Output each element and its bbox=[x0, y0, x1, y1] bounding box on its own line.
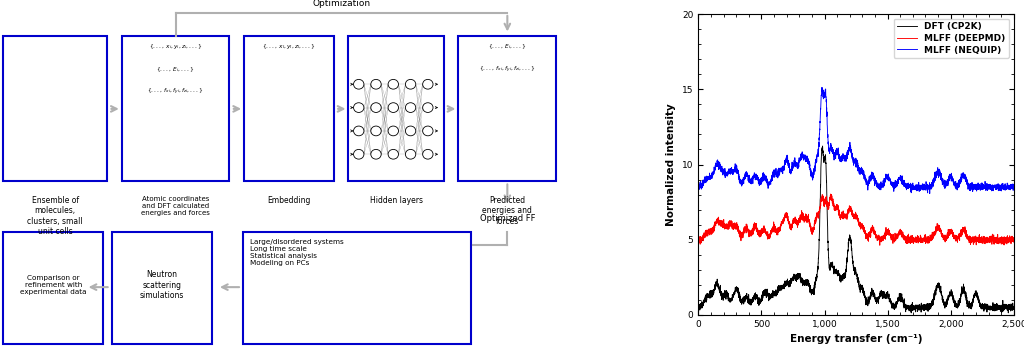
Circle shape bbox=[388, 79, 398, 89]
MLFF (NEQUIP) bbox=[924, 191, 936, 196]
Circle shape bbox=[388, 103, 398, 112]
Circle shape bbox=[388, 126, 398, 136]
Text: Predicted
energies and
forces: Predicted energies and forces bbox=[482, 196, 532, 225]
MLFF (NEQUIP) bbox=[692, 187, 705, 191]
Circle shape bbox=[423, 149, 433, 159]
Line: MLFF (NEQUIP): MLFF (NEQUIP) bbox=[698, 88, 1014, 194]
MLFF (DEEPMD) bbox=[824, 192, 837, 196]
Circle shape bbox=[406, 103, 416, 112]
Circle shape bbox=[353, 149, 364, 159]
DFT (CP2K) bbox=[827, 266, 840, 270]
Circle shape bbox=[406, 79, 416, 89]
Text: Atomic coordinates
and DFT calculated
energies and forces: Atomic coordinates and DFT calculated en… bbox=[141, 196, 210, 216]
MLFF (NEQUIP) bbox=[816, 85, 828, 90]
Circle shape bbox=[388, 149, 398, 159]
MLFF (DEEPMD) bbox=[873, 243, 886, 247]
DFT (CP2K) bbox=[728, 290, 740, 294]
X-axis label: Energy transfer (cm⁻¹): Energy transfer (cm⁻¹) bbox=[790, 334, 923, 344]
Text: Neutron
scattering
simulations: Neutron scattering simulations bbox=[139, 270, 184, 300]
FancyBboxPatch shape bbox=[112, 232, 212, 343]
DFT (CP2K) bbox=[1008, 306, 1020, 310]
Circle shape bbox=[353, 126, 364, 136]
DFT (CP2K) bbox=[692, 304, 705, 308]
Text: $\{...,\,E_i,...\}$: $\{...,\,E_i,...\}$ bbox=[487, 42, 526, 51]
MLFF (NEQUIP) bbox=[827, 148, 840, 152]
DFT (CP2K) bbox=[968, 293, 980, 298]
Circle shape bbox=[371, 103, 381, 112]
DFT (CP2K) bbox=[1001, 304, 1014, 308]
Text: Optimized FF: Optimized FF bbox=[479, 214, 536, 223]
Text: $\{...,\,f_{xi},f_{yi},f_{zi},...\}$: $\{...,\,f_{xi},f_{yi},f_{zi},...\}$ bbox=[479, 65, 536, 75]
Circle shape bbox=[423, 79, 433, 89]
Text: Comparison or
refinement with
experimental data: Comparison or refinement with experiment… bbox=[20, 275, 86, 295]
MLFF (DEEPMD) bbox=[1008, 240, 1020, 244]
FancyBboxPatch shape bbox=[122, 36, 229, 182]
DFT (CP2K) bbox=[813, 235, 825, 239]
Text: $\{...,\,E_i,...\}$: $\{...,\,E_i,...\}$ bbox=[156, 65, 195, 74]
MLFF (DEEPMD) bbox=[728, 226, 740, 230]
DFT (CP2K) bbox=[816, 144, 828, 148]
MLFF (NEQUIP) bbox=[813, 133, 825, 138]
MLFF (NEQUIP) bbox=[1008, 183, 1020, 188]
MLFF (DEEPMD) bbox=[813, 209, 825, 214]
FancyBboxPatch shape bbox=[348, 36, 443, 182]
FancyBboxPatch shape bbox=[3, 232, 103, 343]
Text: Hidden layers: Hidden layers bbox=[370, 196, 423, 205]
MLFF (NEQUIP) bbox=[728, 168, 740, 173]
Text: Large/disordered systems
Long time scale
Statistical analysis
Modeling on PCs: Large/disordered systems Long time scale… bbox=[250, 238, 344, 266]
Circle shape bbox=[406, 149, 416, 159]
Text: Ensemble of
molecules,
clusters, small
unit cells: Ensemble of molecules, clusters, small u… bbox=[28, 196, 83, 236]
Text: $\{...,\,x_i,y_i,z_i,...\}$: $\{...,\,x_i,y_i,z_i,...\}$ bbox=[148, 42, 203, 51]
Circle shape bbox=[406, 126, 416, 136]
DFT (CP2K) bbox=[905, 311, 918, 315]
Circle shape bbox=[353, 79, 364, 89]
FancyBboxPatch shape bbox=[244, 36, 334, 182]
FancyBboxPatch shape bbox=[459, 36, 556, 182]
Text: Embedding: Embedding bbox=[267, 196, 310, 205]
Y-axis label: Normalized intensity: Normalized intensity bbox=[667, 103, 677, 226]
FancyBboxPatch shape bbox=[3, 36, 108, 182]
Text: Optimization: Optimization bbox=[312, 0, 371, 8]
MLFF (DEEPMD) bbox=[827, 204, 840, 208]
MLFF (DEEPMD) bbox=[968, 238, 980, 242]
MLFF (NEQUIP) bbox=[1001, 185, 1014, 189]
Circle shape bbox=[423, 103, 433, 112]
FancyBboxPatch shape bbox=[244, 232, 471, 343]
DFT (CP2K) bbox=[746, 300, 759, 304]
Circle shape bbox=[371, 149, 381, 159]
Circle shape bbox=[423, 126, 433, 136]
MLFF (NEQUIP) bbox=[746, 177, 759, 181]
Line: MLFF (DEEPMD): MLFF (DEEPMD) bbox=[698, 194, 1014, 245]
Circle shape bbox=[371, 79, 381, 89]
MLFF (DEEPMD) bbox=[1001, 238, 1014, 242]
MLFF (DEEPMD) bbox=[746, 227, 759, 231]
Legend: DFT (CP2K), MLFF (DEEPMD), MLFF (NEQUIP): DFT (CP2K), MLFF (DEEPMD), MLFF (NEQUIP) bbox=[894, 19, 1010, 58]
Circle shape bbox=[371, 126, 381, 136]
Circle shape bbox=[353, 103, 364, 112]
MLFF (NEQUIP) bbox=[968, 182, 980, 186]
Text: $\{...,\,f_{xi},f_{yi},f_{zi},...\}$: $\{...,\,f_{xi},f_{yi},f_{zi},...\}$ bbox=[147, 87, 204, 97]
MLFF (DEEPMD) bbox=[692, 241, 705, 245]
Text: $\{...,\,x_l,y_l,z_l,...\}$: $\{...,\,x_l,y_l,z_l,...\}$ bbox=[262, 42, 315, 51]
Line: DFT (CP2K): DFT (CP2K) bbox=[698, 146, 1014, 313]
